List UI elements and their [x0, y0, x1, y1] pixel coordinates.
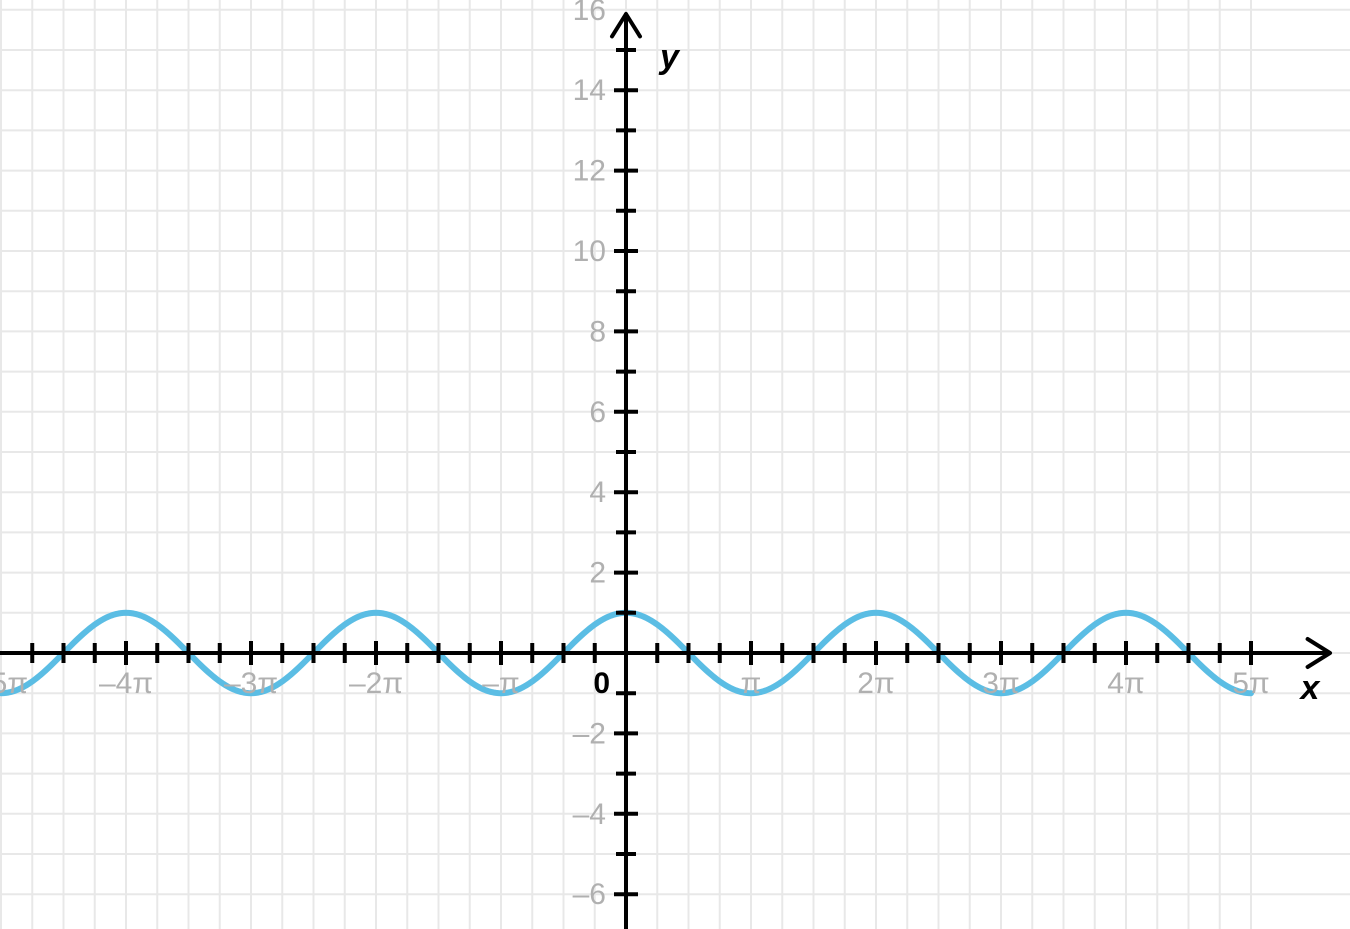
x-tick-label: 4π: [1107, 667, 1144, 700]
y-tick-label: 2: [589, 557, 606, 590]
x-tick-label: –π: [482, 667, 519, 700]
y-axis-label: y: [658, 38, 681, 76]
origin-label: 0: [593, 667, 610, 700]
chart-container: –5π –4π –3π –2π –π 0 π 2π 3π 4π 5π –6 –4 –2 2 4 6 8 10 12 14…: [0, 0, 1350, 929]
y-tick-label: 8: [589, 315, 606, 348]
x-tick-label: –4π: [99, 667, 153, 700]
x-tick-label: 2π: [857, 667, 894, 700]
y-tick-label: 4: [589, 476, 606, 509]
x-tick-label: 3π: [982, 667, 1019, 700]
x-tick-label: –3π: [224, 667, 278, 700]
y-tick-label: 6: [589, 396, 606, 429]
cosine-chart: –5π –4π –3π –2π –π 0 π 2π 3π 4π 5π –6 –4 –2 2 4 6 8 10 12 14…: [0, 0, 1350, 929]
y-tick-label: 12: [573, 155, 606, 188]
x-tick-label: –2π: [349, 667, 403, 700]
x-axis-label: x: [1299, 669, 1322, 707]
x-tick-label: 5π: [1232, 667, 1269, 700]
y-tick-label: 10: [573, 235, 606, 268]
x-tick-label: –5π: [0, 667, 28, 700]
y-tick-label: 16: [573, 0, 606, 27]
y-tick-label: 14: [573, 74, 606, 107]
y-tick-label: –6: [573, 878, 606, 911]
y-tick-label: –2: [573, 717, 606, 750]
y-tick-label: –4: [573, 798, 606, 831]
x-tick-label: π: [741, 667, 762, 700]
